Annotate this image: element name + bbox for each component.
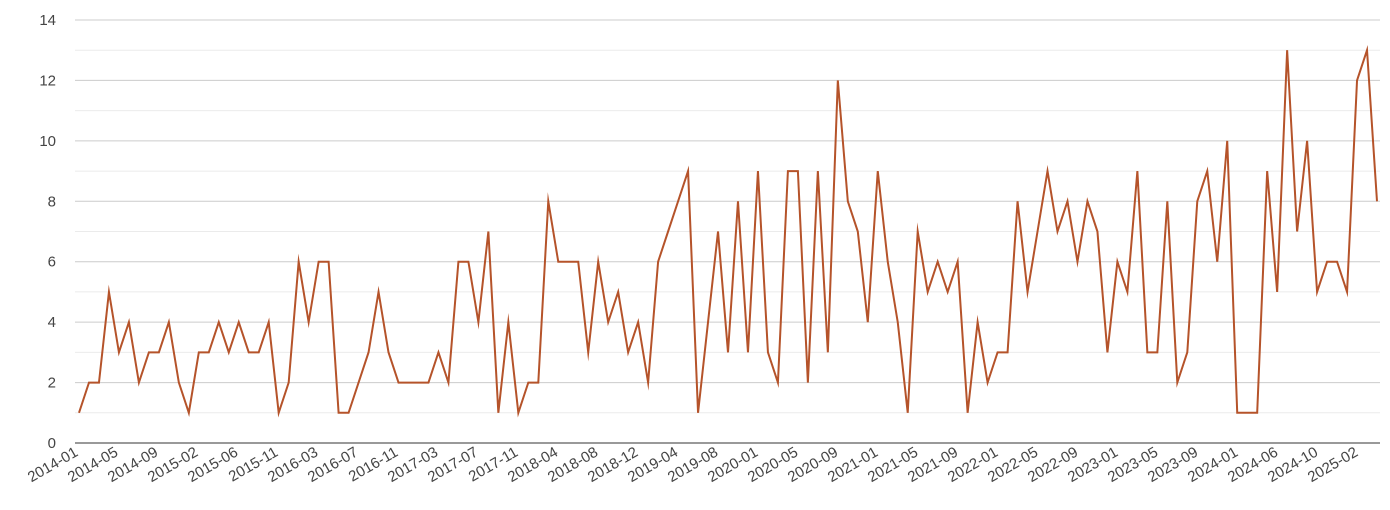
series-line [78,45,1378,418]
y-tick-label: 4 [48,314,56,331]
y-tick-label: 12 [39,72,56,89]
y-tick-label: 14 [39,12,56,29]
x-axis-ticks: 2014-012014-052014-092015-022015-062015-… [25,444,1361,486]
y-tick-label: 2 [48,375,56,392]
y-axis-ticks: 0 2 4 6 8 10 12 14 [39,12,56,452]
y-tick-label: 10 [39,133,56,150]
gridlines [75,19,1380,414]
y-tick-label: 0 [48,435,56,452]
y-tick-label: 6 [48,254,56,271]
y-tick-label: 8 [48,193,56,210]
series-group [78,45,1378,418]
